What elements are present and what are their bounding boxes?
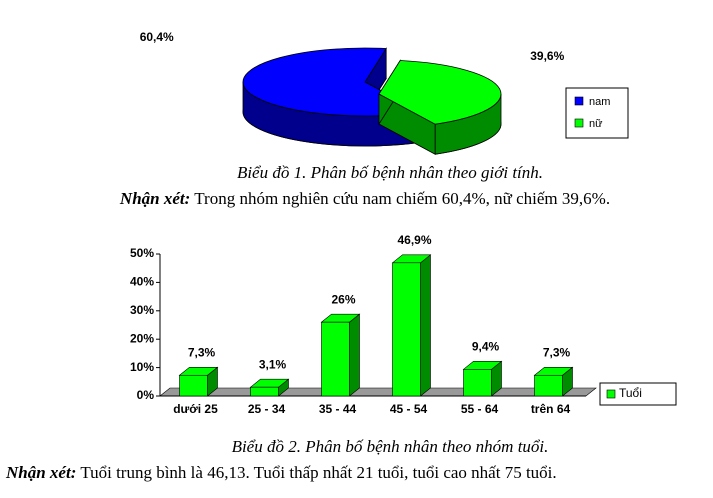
slice bbox=[378, 60, 502, 125]
data-label: 39,6% bbox=[530, 49, 564, 63]
data-label: 9,4% bbox=[472, 339, 500, 353]
x-tick-label: 55 - 64 bbox=[461, 402, 499, 416]
bar bbox=[250, 386, 279, 397]
legend-swatch bbox=[574, 96, 584, 106]
y-tick-label: 50% bbox=[130, 246, 154, 260]
floor bbox=[159, 387, 597, 397]
y-tick-label: 0% bbox=[137, 388, 155, 402]
bar bbox=[534, 374, 563, 397]
legend-label: nam bbox=[589, 96, 610, 108]
note-text: Trong nhóm nghiên cứu nam chiếm 60,4%, n… bbox=[190, 189, 610, 208]
x-tick-label: 25 - 34 bbox=[248, 402, 286, 416]
bar bbox=[463, 369, 492, 397]
legend-swatch bbox=[574, 118, 584, 128]
data-label: 26% bbox=[331, 292, 355, 306]
caption: Biểu đồ 1. Phân bố bệnh nhân theo giới t… bbox=[237, 163, 543, 182]
x-tick-label: dưới 25 bbox=[173, 402, 218, 416]
note-label: Nhận xét: bbox=[5, 463, 76, 482]
y-tick-label: 20% bbox=[130, 331, 154, 345]
data-label: 60,4% bbox=[140, 30, 174, 44]
data-label: 7,3% bbox=[543, 345, 571, 359]
bar bbox=[179, 374, 208, 397]
legend-label: nữ bbox=[589, 118, 603, 130]
legend-swatch bbox=[606, 389, 616, 399]
note-label: Nhận xét: bbox=[119, 189, 190, 208]
x-tick-label: 35 - 44 bbox=[319, 402, 357, 416]
x-tick-label: 45 - 54 bbox=[390, 402, 428, 416]
caption: Biểu đồ 2. Phân bố bệnh nhân theo nhóm t… bbox=[232, 437, 549, 456]
legend bbox=[565, 87, 629, 139]
bar bbox=[392, 262, 421, 397]
legend bbox=[599, 382, 677, 406]
slice bbox=[242, 47, 423, 117]
y-tick-label: 10% bbox=[130, 360, 154, 374]
bar-side bbox=[349, 313, 360, 397]
note: Nhận xét: Tuổi trung bình là 46,13. Tuổi… bbox=[5, 463, 557, 482]
bar-side bbox=[420, 254, 431, 397]
legend-label: Tuổi bbox=[619, 386, 642, 400]
note-text: Tuổi trung bình là 46,13. Tuổi thấp nhất… bbox=[76, 463, 556, 482]
data-label: 3,1% bbox=[259, 357, 287, 371]
y-tick-label: 40% bbox=[130, 275, 154, 289]
data-label: 7,3% bbox=[188, 345, 216, 359]
bar bbox=[321, 321, 350, 397]
data-label: 46,9% bbox=[397, 233, 431, 247]
note: Nhận xét: Trong nhóm nghiên cứu nam chiế… bbox=[119, 189, 610, 208]
x-tick-label: trên 64 bbox=[531, 402, 571, 416]
y-tick-label: 30% bbox=[130, 303, 154, 317]
